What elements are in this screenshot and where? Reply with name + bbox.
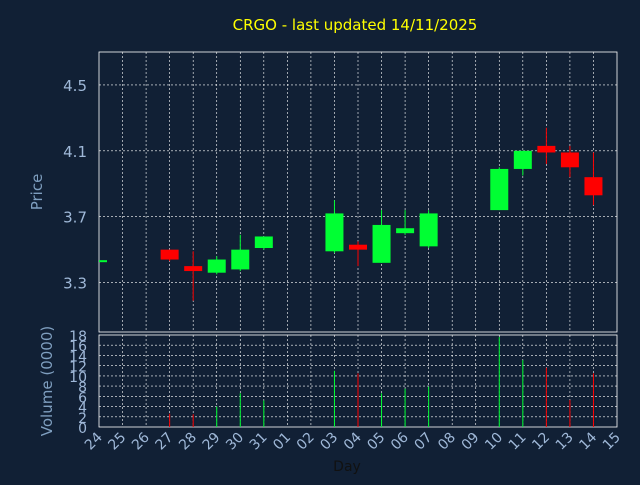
x-tick-label: 01 bbox=[270, 430, 294, 454]
day-axis-label: Day bbox=[333, 459, 361, 475]
volume-y-tick: 0 bbox=[78, 421, 87, 437]
price-candles bbox=[160, 127, 603, 301]
price-y-tick: 3.7 bbox=[63, 209, 87, 227]
price-axis-label: Price bbox=[28, 174, 46, 211]
x-tick-label: 07 bbox=[412, 430, 436, 454]
x-tick-label: 11 bbox=[506, 430, 530, 454]
candle-body bbox=[349, 244, 367, 250]
candle-body bbox=[325, 213, 344, 252]
price-y-ticks: 3.3 3.7 4.1 4.5 bbox=[63, 77, 87, 293]
candle-body bbox=[560, 152, 579, 168]
x-tick-label: 14 bbox=[576, 429, 600, 453]
volume-y-tick: 18 bbox=[69, 329, 87, 345]
x-tick-label: 10 bbox=[482, 430, 506, 454]
price-grid bbox=[98, 51, 618, 333]
volume-y-tick: 14 bbox=[69, 349, 87, 365]
candle-body bbox=[184, 266, 203, 272]
x-tick-label: 09 bbox=[459, 430, 483, 454]
price-y-tick: 4.5 bbox=[63, 77, 87, 95]
volume-bars bbox=[169, 337, 594, 427]
x-tick-label: 05 bbox=[364, 430, 388, 454]
candle-body bbox=[396, 228, 415, 234]
x-tick-label: 03 bbox=[317, 430, 341, 454]
price-y-tick: 3.3 bbox=[63, 275, 87, 293]
candle-body bbox=[490, 168, 509, 211]
volume-y-tick: 12 bbox=[69, 360, 87, 376]
x-tick-label: 02 bbox=[294, 430, 318, 454]
x-tick-label: 12 bbox=[529, 430, 553, 454]
x-tick-label: 31 bbox=[247, 430, 271, 454]
candle-body bbox=[513, 150, 532, 169]
x-tick-label: 26 bbox=[129, 429, 153, 453]
x-tick-label: 15 bbox=[600, 430, 624, 454]
x-tick-label: 04 bbox=[341, 429, 365, 453]
x-tick-label: 30 bbox=[223, 430, 247, 454]
x-tick-label: 08 bbox=[435, 430, 459, 454]
x-tick-label: 28 bbox=[176, 430, 200, 454]
x-tick-label: 06 bbox=[388, 429, 412, 453]
volume-y-tick: 16 bbox=[69, 339, 87, 355]
volume-axis-label: Volume (0000) bbox=[38, 326, 56, 436]
x-tick-label: 29 bbox=[200, 430, 224, 454]
volume-y-tick: 4 bbox=[78, 401, 87, 417]
candle-body bbox=[419, 213, 438, 247]
candle-body bbox=[207, 259, 226, 273]
volume-y-tick: 2 bbox=[78, 411, 87, 427]
x-tick-label: 27 bbox=[153, 430, 177, 454]
price-y-tick: 4.1 bbox=[63, 143, 87, 161]
candle-body bbox=[231, 249, 250, 270]
x-tick-label: 13 bbox=[553, 430, 577, 454]
candle-body bbox=[584, 177, 603, 196]
candle-body bbox=[254, 236, 273, 248]
x-tick-label: 25 bbox=[105, 430, 129, 454]
volume-y-tick: 10 bbox=[69, 370, 87, 386]
volume-y-tick: 6 bbox=[78, 390, 87, 406]
candle-body bbox=[537, 145, 556, 153]
chart-title: CRGO - last updated 14/11/2025 bbox=[233, 16, 478, 34]
candle-body bbox=[372, 224, 391, 263]
x-tick-labels: 24 25 26 27 28 29 30 31 01 02 03 04 05 06 07 08 09 10 11 12… bbox=[82, 429, 624, 453]
candle-body bbox=[160, 249, 179, 260]
volume-y-tick: 8 bbox=[78, 380, 87, 396]
